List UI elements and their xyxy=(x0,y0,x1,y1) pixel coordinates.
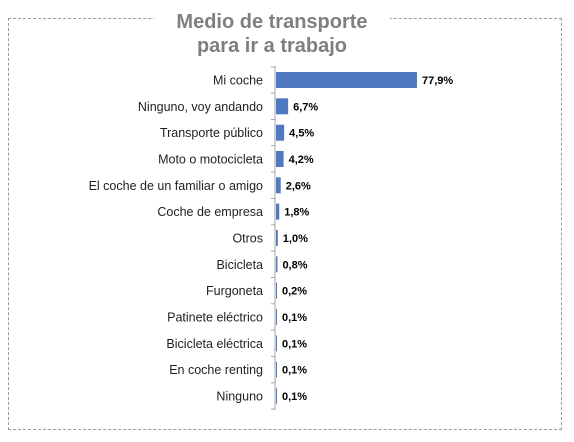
category-label: Moto o motocicleta xyxy=(158,152,263,166)
category-label: Mi coche xyxy=(213,74,263,88)
bar xyxy=(276,98,289,115)
bar xyxy=(276,335,277,352)
data-label: 0,1% xyxy=(282,312,307,324)
category-label: Coche de empresa xyxy=(157,205,263,219)
bar xyxy=(276,203,280,220)
data-label: 0,1% xyxy=(282,365,307,377)
bar xyxy=(276,256,278,273)
bar xyxy=(276,387,277,404)
data-label: 0,2% xyxy=(282,286,307,298)
category-label: El coche de un familiar o amigo xyxy=(89,179,263,193)
data-label: 0,8% xyxy=(282,259,307,271)
chart-title-line-1: Medio de transporte xyxy=(176,11,368,33)
chart-title: Medio de transporte para ir a trabajo xyxy=(154,10,390,58)
category-label: Ninguno, voy andando xyxy=(138,100,263,114)
category-label: Transporte público xyxy=(160,126,263,140)
chart-title-line-2: para ir a trabajo xyxy=(196,35,348,57)
data-label: 0,1% xyxy=(282,391,307,403)
bar xyxy=(276,282,277,299)
bar xyxy=(276,229,278,246)
data-label: 2,6% xyxy=(286,180,311,192)
bar xyxy=(276,124,285,141)
data-label: 4,2% xyxy=(289,154,314,166)
data-label: 77,9% xyxy=(422,75,453,87)
category-label: Patinete eléctrico xyxy=(167,310,263,324)
data-label: 1,0% xyxy=(283,233,308,245)
bar xyxy=(276,177,281,194)
category-label: Bicicleta eléctrica xyxy=(166,337,263,351)
data-label: 4,5% xyxy=(289,128,314,140)
data-label: 0,1% xyxy=(282,338,307,350)
category-label: Ninguno xyxy=(216,389,263,403)
bar xyxy=(276,361,277,378)
bar xyxy=(276,150,284,167)
category-label: Bicicleta xyxy=(216,258,263,272)
category-label: Furgoneta xyxy=(206,284,263,298)
data-label: 1,8% xyxy=(284,207,309,219)
category-label: Otros xyxy=(232,231,263,245)
bar xyxy=(276,308,277,325)
bar xyxy=(276,72,417,88)
data-label: 6,7% xyxy=(293,101,318,113)
category-label: En coche renting xyxy=(169,363,263,377)
